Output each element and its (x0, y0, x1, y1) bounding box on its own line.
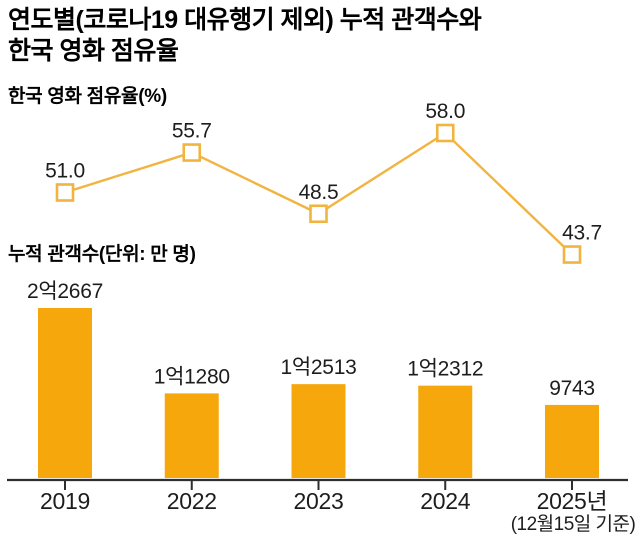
line-point-label: 43.7 (562, 222, 602, 245)
bar (291, 384, 346, 478)
x-axis-label: 2024 (420, 488, 470, 514)
line-point-label: 48.5 (299, 181, 339, 204)
line-point-label: 55.7 (172, 120, 212, 143)
line-point-label: 58.0 (425, 100, 465, 123)
bar-value-label: 1억2513 (281, 356, 357, 379)
x-axis-label: 2025년 (537, 488, 608, 514)
x-axis-label: 2022 (167, 488, 217, 514)
bar (164, 393, 219, 478)
bar-value-label: 1억1280 (154, 365, 230, 388)
line-point-label: 51.0 (45, 160, 85, 183)
bar-value-label: 9743 (549, 377, 595, 400)
x-axis-label: 2019 (40, 488, 90, 514)
bar (38, 308, 92, 478)
bar (545, 404, 599, 478)
line-chart-title: 한국 영화 점유율(%) (8, 86, 167, 107)
page-title-line1: 연도별(코로나19 대유행기 제외) 누적 관객수와 (8, 6, 482, 34)
line-point-marker (562, 245, 582, 264)
bar-value-label: 2억2667 (27, 280, 103, 303)
page-title-line2: 한국 영화 점유율 (8, 37, 179, 65)
page-title: 연도별(코로나19 대유행기 제외) 누적 관객수와 한국 영화 점유율 (8, 5, 482, 67)
x-axis-label: 2023 (294, 488, 344, 514)
line-point-marker (435, 123, 455, 143)
x-axis-footnote: (12월15일 기준) (511, 513, 636, 535)
line-point-marker (182, 143, 202, 162)
bar-chart-title: 누적 관객수(단위: 만 명) (8, 244, 196, 265)
line-point-marker (309, 204, 328, 224)
bar-value-label: 1억2312 (407, 358, 483, 381)
bar (418, 385, 473, 478)
line-point-marker (55, 183, 75, 202)
